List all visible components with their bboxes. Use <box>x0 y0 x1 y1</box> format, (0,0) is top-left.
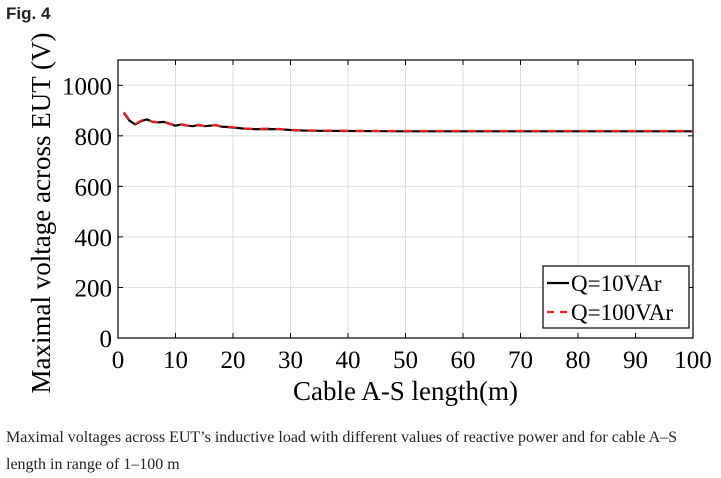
x-tick-label-5: 50 <box>393 347 418 374</box>
x-tick-label-6: 60 <box>451 347 476 374</box>
series-line-0 <box>122 112 693 133</box>
x-tick-label-7: 70 <box>508 347 533 374</box>
chart-container: 0 10 20 30 40 50 60 70 80 90 100 0 200 400 600 800 1000 … <box>0 30 721 410</box>
series-layer <box>122 111 693 133</box>
x-tick-label-1: 10 <box>163 347 188 374</box>
x-tick-label-4: 40 <box>336 347 361 374</box>
x-tick-label-0: 0 <box>112 347 125 374</box>
line-chart: 0 10 20 30 40 50 60 70 80 90 10002004006008001000 … <box>26 33 712 406</box>
y-tick-label-1: 200 <box>75 275 113 302</box>
series-line-1 <box>122 111 693 133</box>
y-tick-label-0: 0 <box>100 326 113 353</box>
y-tick-label-4: 800 <box>75 124 113 151</box>
figure-caption: Maximal voltages across EUT’s inductive … <box>6 429 678 473</box>
figure-label: Fig. 4 <box>6 4 51 23</box>
x-tick-label-2: 20 <box>221 347 246 374</box>
y-tick-label-2: 400 <box>75 225 113 252</box>
legend: Q=10VAr Q=100VAr <box>542 265 690 329</box>
y-axis-title: Maximal voltage across EUT (V) <box>26 33 56 394</box>
x-tick-label-10: 100 <box>674 347 712 374</box>
y-tick-label-3: 600 <box>75 174 113 201</box>
x-tick-label-3: 30 <box>278 347 303 374</box>
legend-label-q10: Q=10VAr <box>571 271 662 296</box>
y-tick-label-5: 1000 <box>62 73 112 100</box>
x-tick-label-9: 90 <box>623 347 648 374</box>
x-axis-title: Cable A-S length(m) <box>293 376 518 406</box>
x-tick-label-8: 80 <box>566 347 591 374</box>
legend-label-q100: Q=100VAr <box>571 300 673 325</box>
legend-box <box>542 265 690 329</box>
